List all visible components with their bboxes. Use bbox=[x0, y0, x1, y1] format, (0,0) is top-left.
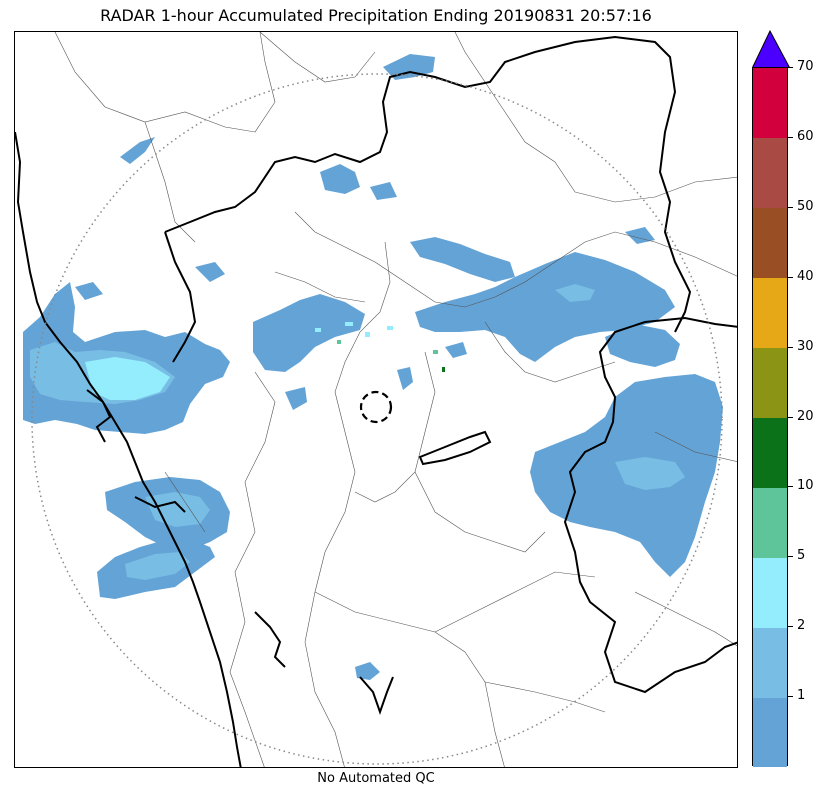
colorbar-tick bbox=[788, 67, 793, 68]
precip-blob-n4 bbox=[370, 182, 397, 200]
precip-blob-n3 bbox=[120, 137, 155, 164]
colorbar-tick-label: 5 bbox=[797, 548, 806, 564]
precip-blob-west-core bbox=[85, 357, 170, 400]
precip-blob-n1 bbox=[320, 164, 360, 194]
precip-blob-s1 bbox=[355, 662, 380, 680]
state-border-s bbox=[359, 676, 394, 716]
colorbar-bin bbox=[753, 557, 787, 628]
precip-blob-sw1-inner bbox=[145, 492, 210, 527]
colorbar-tick bbox=[788, 486, 793, 488]
precip-blob-nw1 bbox=[195, 262, 225, 282]
colorbar-tick-label: 70 bbox=[797, 59, 814, 74]
precip-speck-1 bbox=[315, 328, 321, 332]
colorbar-tick-label: 50 bbox=[797, 198, 814, 214]
state-border-east bbox=[563, 316, 737, 694]
colorbar-tick bbox=[788, 696, 793, 698]
state-border-w2 bbox=[134, 496, 186, 513]
precip-blob-nw2 bbox=[75, 282, 103, 300]
precip-speck-6 bbox=[337, 340, 341, 344]
colorbar-tick bbox=[788, 556, 793, 558]
colorbar-bin bbox=[753, 627, 787, 698]
precip-speck-4 bbox=[387, 326, 393, 330]
colorbar-bin bbox=[753, 68, 787, 139]
colorbar-tick-label: 10 bbox=[797, 478, 814, 494]
colorbar bbox=[752, 67, 788, 768]
colorbar-tick-label: 60 bbox=[797, 128, 814, 144]
precip-blob-c2 bbox=[397, 367, 413, 390]
colorbar-bin bbox=[753, 347, 787, 418]
state-border-north bbox=[164, 35, 692, 333]
colorbar-bin bbox=[753, 417, 787, 488]
state-borders bbox=[86, 35, 737, 716]
map-canvas bbox=[15, 32, 737, 767]
colorbar-tick-label: 30 bbox=[797, 338, 814, 354]
precip-highlights bbox=[315, 322, 393, 337]
colorbar-bin bbox=[753, 207, 787, 279]
precip-blob-east-inner bbox=[615, 457, 685, 490]
colorbar-tick bbox=[788, 136, 793, 138]
coastline bbox=[15, 131, 242, 767]
colorbar-tick-label: 20 bbox=[797, 408, 814, 424]
colorbar-bin bbox=[753, 137, 787, 209]
precip-speck-3 bbox=[365, 332, 370, 337]
colorbar-overflow-arrow bbox=[752, 30, 790, 68]
colorbar-tick bbox=[788, 416, 793, 418]
precip-blob-ce2 bbox=[605, 324, 680, 367]
precip-blob-ce1-inner bbox=[555, 284, 595, 302]
state-border-west-inner bbox=[86, 389, 112, 443]
colorbar-tick-label: 40 bbox=[797, 268, 814, 284]
colorbar-bin bbox=[753, 697, 787, 768]
colorbar-bin bbox=[753, 487, 787, 558]
precip-intense bbox=[337, 340, 438, 354]
radar-site-marker bbox=[359, 390, 393, 424]
precip-speck-2 bbox=[345, 322, 353, 326]
precip-speck-5 bbox=[433, 350, 438, 354]
qc-note: No Automated QC bbox=[317, 771, 435, 786]
colorbar-tick-label: 2 bbox=[797, 618, 806, 634]
colorbar-tick bbox=[788, 626, 793, 628]
precip-speck-7 bbox=[442, 367, 445, 372]
precip-blob-nc2 bbox=[410, 237, 515, 282]
colorbar-tick bbox=[788, 346, 793, 348]
precip-blob-ne1 bbox=[625, 227, 655, 244]
colorbar-tick bbox=[788, 276, 793, 278]
precip-blob-nc1 bbox=[253, 294, 365, 372]
state-border-nw bbox=[164, 231, 197, 363]
range-ring bbox=[31, 73, 723, 765]
radar-map[interactable] bbox=[14, 31, 738, 768]
precip-blob-c3 bbox=[445, 342, 467, 358]
colorbar-tick bbox=[788, 206, 793, 208]
precip-blob-ce1 bbox=[415, 252, 675, 362]
precip-blob-c1 bbox=[285, 387, 307, 410]
state-border-notch bbox=[418, 430, 492, 466]
colorbar-tick-label: 1 bbox=[797, 688, 806, 704]
map-title: RADAR 1-hour Accumulated Precipitation E… bbox=[100, 6, 652, 25]
state-border-sw bbox=[254, 611, 286, 668]
precipitation-layer bbox=[23, 54, 723, 680]
district-borders bbox=[54, 32, 737, 767]
precip-blob-sw2-inner bbox=[125, 552, 190, 580]
colorbar-bin bbox=[753, 277, 787, 349]
